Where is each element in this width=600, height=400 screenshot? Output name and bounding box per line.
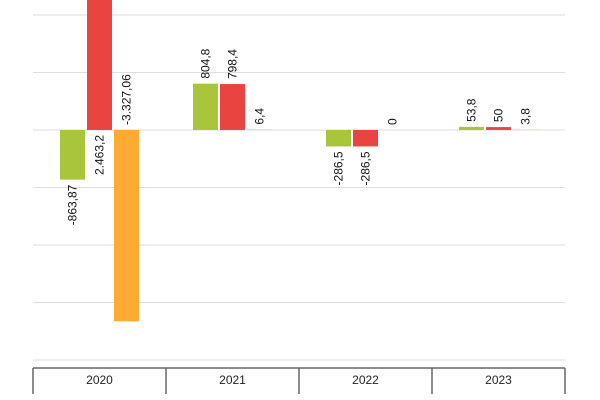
value-label: -286,5 xyxy=(332,151,346,185)
value-label: -3.327,06 xyxy=(120,74,134,125)
x-tick-label: 2021 xyxy=(219,373,246,387)
value-label: 53,8 xyxy=(465,98,479,122)
bar xyxy=(60,129,85,180)
bar xyxy=(114,129,139,322)
bar xyxy=(193,83,218,130)
x-tick-label: 2023 xyxy=(485,373,512,387)
bar xyxy=(353,129,378,147)
value-label: -863,87 xyxy=(66,184,80,225)
value-label: 798,4 xyxy=(226,49,240,79)
plot-area xyxy=(60,0,538,322)
x-tick-label: 2022 xyxy=(352,373,379,387)
value-label: 2.463,2 xyxy=(93,135,107,175)
bar xyxy=(326,129,351,147)
bar xyxy=(87,0,112,130)
bar xyxy=(220,84,245,130)
value-label: 3,8 xyxy=(519,108,533,125)
value-label: 0 xyxy=(386,118,400,125)
value-label: 50 xyxy=(492,108,506,122)
value-label: -286,5 xyxy=(359,151,373,185)
x-tick-label: 2020 xyxy=(86,373,113,387)
value-label: 804,8 xyxy=(199,48,213,78)
bar xyxy=(486,127,511,130)
bar xyxy=(459,126,484,130)
value-label: 6,4 xyxy=(253,108,267,125)
